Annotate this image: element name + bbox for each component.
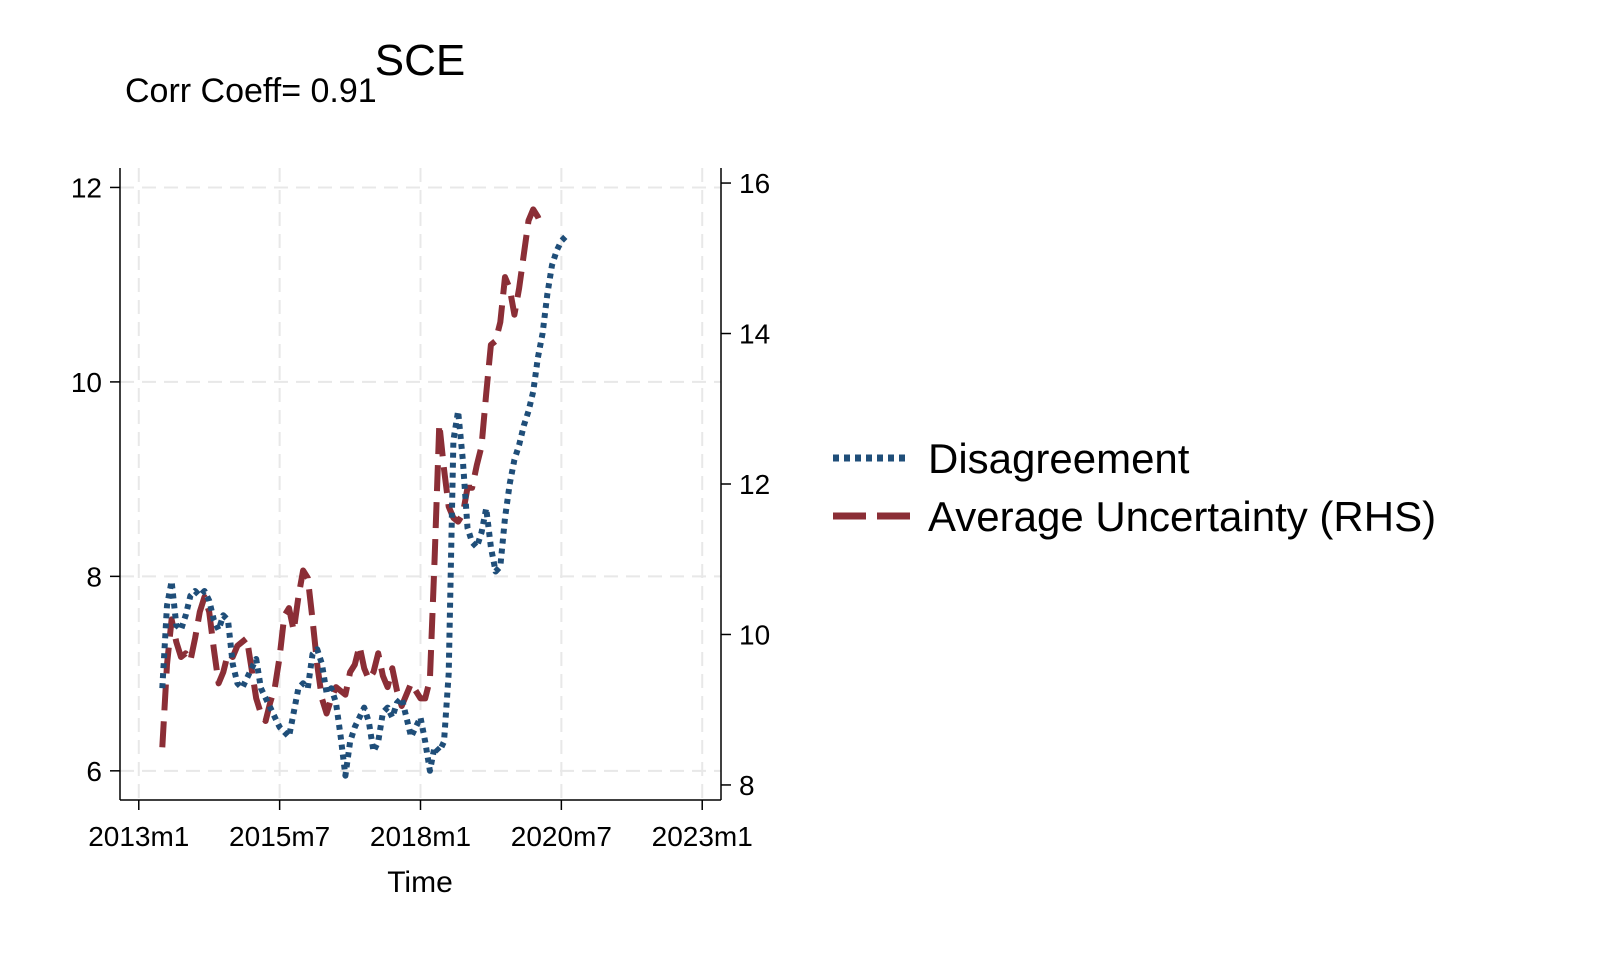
left-axis-ticks: 6 8 10 12 bbox=[71, 172, 120, 787]
x-tick-label: 2020m7 bbox=[511, 821, 612, 852]
right-tick-label: 8 bbox=[739, 770, 755, 801]
x-tick-label: 2018m1 bbox=[370, 821, 471, 852]
right-tick-label: 14 bbox=[739, 319, 770, 350]
legend: Disagreement Average Uncertainty (RHS) bbox=[833, 435, 1436, 540]
left-tick-label: 6 bbox=[86, 756, 102, 787]
chart-subtitle: Corr Coeff= 0.91 bbox=[125, 72, 377, 110]
left-tick-label: 8 bbox=[86, 561, 102, 592]
series-line-1 bbox=[159, 206, 546, 748]
left-tick-label: 12 bbox=[71, 172, 102, 203]
right-axis-ticks: 8 10 12 14 16 bbox=[721, 168, 770, 801]
legend-label-0: Disagreement bbox=[928, 435, 1190, 482]
series-layer bbox=[159, 206, 569, 779]
x-axis-title: Time bbox=[387, 866, 453, 899]
right-tick-label: 10 bbox=[739, 619, 770, 650]
x-tick-label: 2023m1 bbox=[652, 821, 753, 852]
right-tick-label: 16 bbox=[739, 168, 770, 199]
right-tick-label: 12 bbox=[739, 469, 770, 500]
x-tick-label: 2013m1 bbox=[88, 821, 189, 852]
chart-title: SCE bbox=[375, 36, 465, 85]
x-axis-ticks: 2013m1 2015m7 2018m1 2020m7 2023m1 bbox=[88, 800, 753, 852]
left-tick-label: 10 bbox=[71, 367, 102, 398]
x-tick-label: 2015m7 bbox=[229, 821, 330, 852]
series-line-0 bbox=[159, 234, 569, 779]
legend-label-1: Average Uncertainty (RHS) bbox=[928, 493, 1436, 540]
grid-lines bbox=[120, 168, 721, 800]
